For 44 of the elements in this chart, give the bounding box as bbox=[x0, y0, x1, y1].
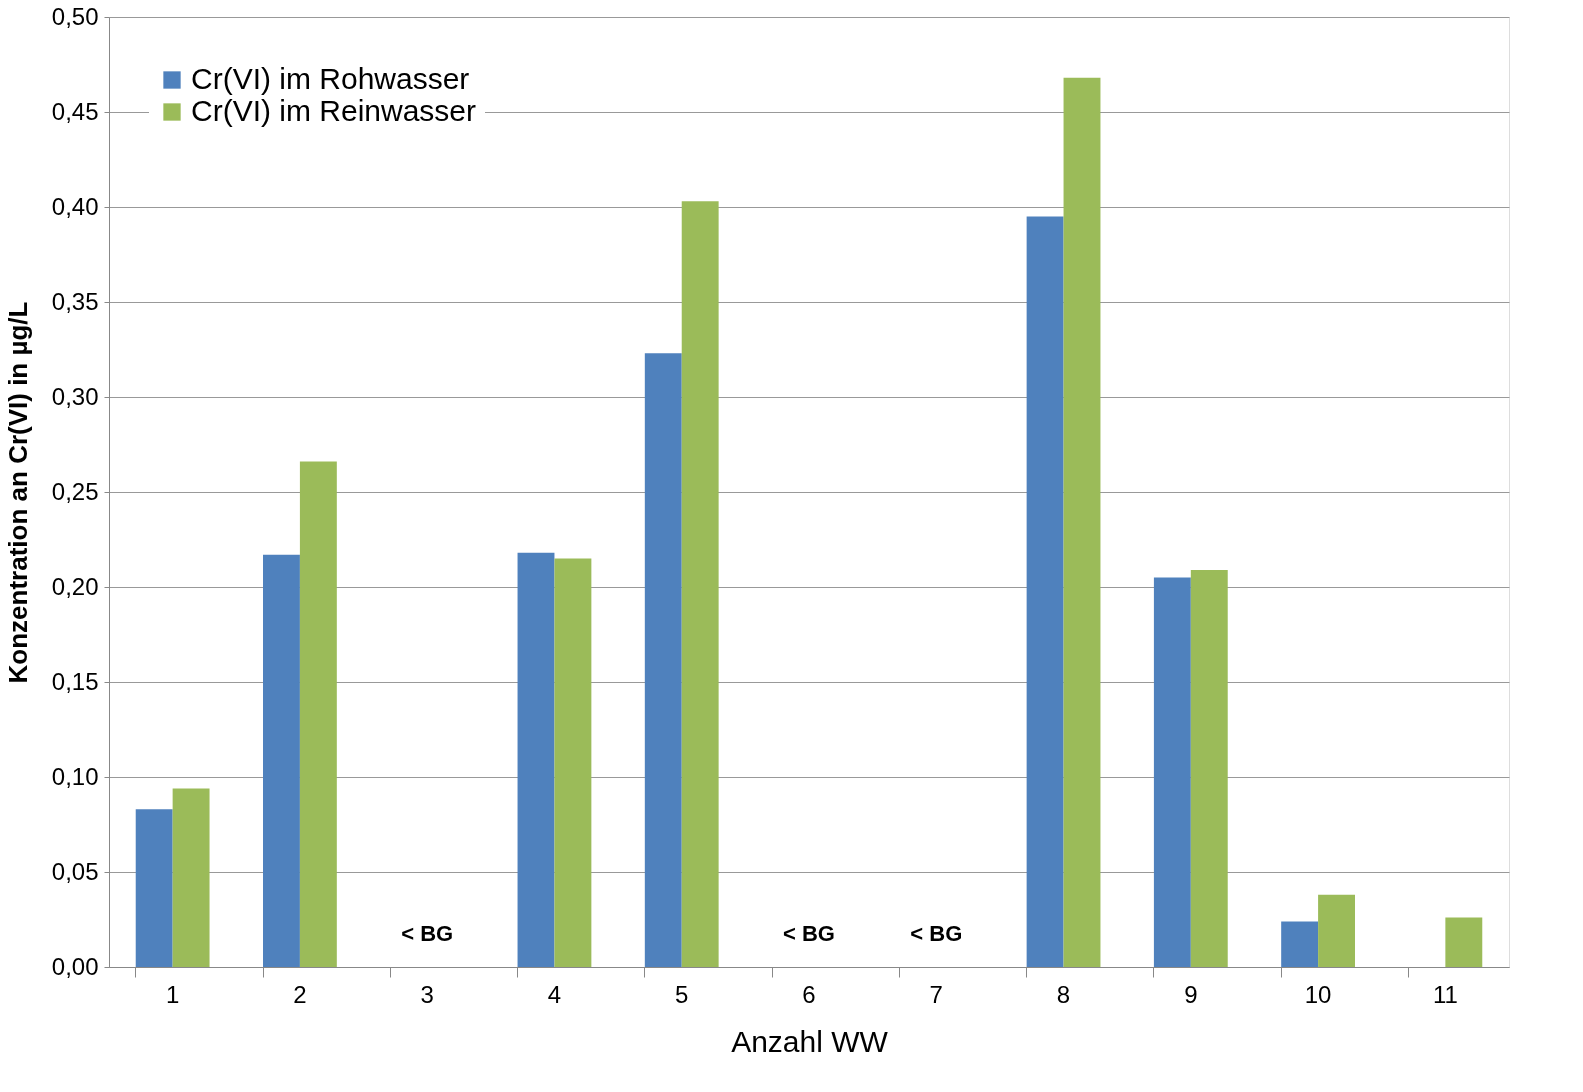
bar bbox=[135, 809, 173, 967]
x-tick-label: 4 bbox=[547, 980, 562, 1008]
bar bbox=[1190, 569, 1228, 967]
x-tick-label: 3 bbox=[420, 980, 434, 1008]
bar bbox=[263, 554, 300, 967]
bar bbox=[1026, 216, 1064, 967]
bar bbox=[1445, 917, 1483, 967]
y-tick-label: 0,30 bbox=[51, 382, 99, 410]
y-tick-label: 0,15 bbox=[51, 667, 99, 695]
x-tick-label: 2 bbox=[293, 980, 307, 1008]
y-tick-label: 0,25 bbox=[51, 477, 99, 505]
x-tick-label: 5 bbox=[675, 980, 689, 1008]
y-tick-label: 0,00 bbox=[51, 952, 99, 980]
y-tick-label: 0,45 bbox=[51, 97, 99, 125]
bar bbox=[172, 788, 210, 967]
annotation: < BG bbox=[910, 921, 963, 946]
x-tick-label: 7 bbox=[929, 980, 943, 1008]
y-tick-label: 0,05 bbox=[51, 857, 99, 885]
bar bbox=[517, 552, 555, 967]
y-tick-label: 0,35 bbox=[51, 287, 99, 315]
y-tick-label: 0,20 bbox=[51, 572, 99, 600]
x-tick-label: 10 bbox=[1304, 980, 1332, 1008]
y-axis-title: Konzentration an Cr(VI) in µg/L bbox=[2, 301, 33, 684]
bar bbox=[1318, 894, 1355, 967]
x-tick-label: 9 bbox=[1184, 980, 1198, 1008]
bar bbox=[1281, 921, 1319, 967]
legend-label: Cr(VI) im Reinwasser bbox=[191, 94, 477, 127]
y-tick-label: 0,50 bbox=[51, 2, 99, 30]
y-tick-label: 0,40 bbox=[51, 192, 99, 220]
bar bbox=[1153, 577, 1191, 967]
bar bbox=[299, 461, 337, 967]
x-tick-label: 8 bbox=[1056, 980, 1071, 1008]
bar bbox=[644, 353, 682, 967]
x-axis-title: Anzahl WW bbox=[731, 1024, 889, 1058]
legend-label: Cr(VI) im Rohwasser bbox=[191, 62, 470, 95]
bar bbox=[681, 201, 719, 967]
x-tick-label: 11 bbox=[1432, 980, 1458, 1008]
y-tick-label: 0,10 bbox=[51, 762, 99, 790]
bar bbox=[1063, 77, 1101, 967]
bar bbox=[554, 558, 592, 967]
annotation: < BG bbox=[783, 921, 835, 946]
annotation: < BG bbox=[401, 921, 454, 946]
x-tick-label: 6 bbox=[802, 980, 816, 1008]
x-tick-label: 1 bbox=[165, 980, 180, 1008]
